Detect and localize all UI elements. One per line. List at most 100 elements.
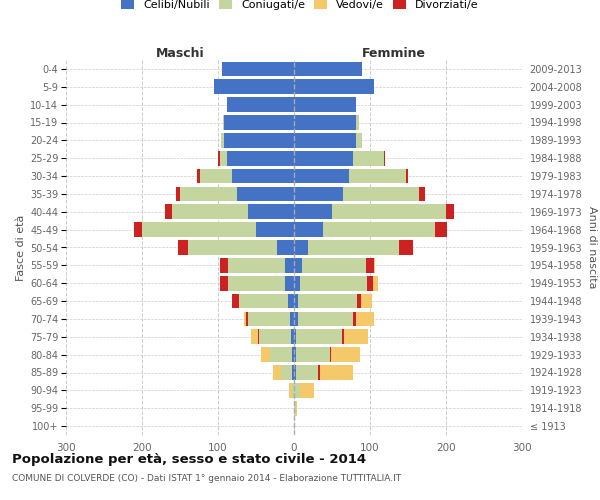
Y-axis label: Anni di nascita: Anni di nascita [587,206,596,289]
Bar [399,240,408,255]
Bar [294,115,356,130]
Bar [436,222,447,237]
Bar [294,186,343,201]
Bar [330,348,331,362]
Bar [262,348,271,362]
Bar [294,294,298,308]
Bar [300,276,367,290]
Bar [357,294,361,308]
Bar [220,258,228,272]
Bar [319,365,353,380]
Bar [235,294,239,308]
Text: COMUNE DI COLVERDE (CO) - Dati ISTAT 1° gennaio 2014 - Elaborazione TUTTITALIA.I: COMUNE DI COLVERDE (CO) - Dati ISTAT 1° … [12,474,401,483]
Bar [221,133,224,148]
Bar [353,312,374,326]
Bar [224,115,294,130]
Bar [294,133,356,148]
Bar [296,330,342,344]
Bar [294,348,296,362]
Bar [142,222,256,237]
Bar [366,258,376,272]
Bar [220,276,228,290]
Bar [294,80,374,94]
Bar [349,168,406,184]
Bar [222,62,294,76]
Bar [436,222,439,237]
Bar [294,222,323,237]
Bar [244,312,248,326]
Bar [406,168,408,184]
Bar [323,222,436,237]
Bar [342,330,368,344]
Bar [294,168,349,184]
Bar [399,240,413,255]
Bar [296,401,297,415]
Bar [239,294,288,308]
Bar [446,204,449,219]
Bar [419,186,425,201]
Bar [186,240,188,255]
Bar [298,312,353,326]
Bar [294,401,296,415]
Bar [353,312,356,326]
Bar [140,222,142,237]
Bar [302,258,366,272]
Bar [367,276,379,290]
Bar [294,276,300,290]
Bar [292,365,294,380]
Bar [227,151,294,166]
Bar [232,168,294,184]
Bar [294,151,353,166]
Bar [419,186,421,201]
Text: Maschi: Maschi [155,47,205,60]
Bar [357,294,372,308]
Bar [294,240,308,255]
Bar [330,348,360,362]
Bar [248,204,294,219]
Bar [294,258,302,272]
Bar [228,276,285,290]
Bar [343,186,419,201]
Bar [294,365,296,380]
Bar [290,312,294,326]
Bar [256,222,294,237]
Bar [342,330,344,344]
Bar [356,133,362,148]
Bar [300,383,314,398]
Bar [367,276,373,290]
Bar [248,312,290,326]
Bar [281,365,292,380]
Bar [226,258,228,272]
Bar [251,330,259,344]
Bar [285,276,294,290]
Bar [298,294,357,308]
Bar [200,168,232,184]
Bar [165,204,172,219]
Bar [291,330,294,344]
Bar [218,151,220,166]
Y-axis label: Fasce di età: Fasce di età [16,214,26,280]
Bar [226,276,228,290]
Bar [294,204,332,219]
Bar [220,151,227,166]
Bar [197,168,200,184]
Bar [292,383,294,398]
Bar [172,204,248,219]
Bar [308,240,399,255]
Bar [353,151,383,166]
Bar [237,186,294,201]
Bar [188,240,277,255]
Bar [294,98,356,112]
Bar [223,115,224,130]
Bar [224,133,294,148]
Bar [228,258,285,272]
Bar [257,330,259,344]
Bar [277,240,294,255]
Bar [246,312,248,326]
Bar [296,348,330,362]
Bar [180,186,237,201]
Bar [294,312,298,326]
Bar [274,365,281,380]
Bar [294,383,300,398]
Bar [176,186,180,201]
